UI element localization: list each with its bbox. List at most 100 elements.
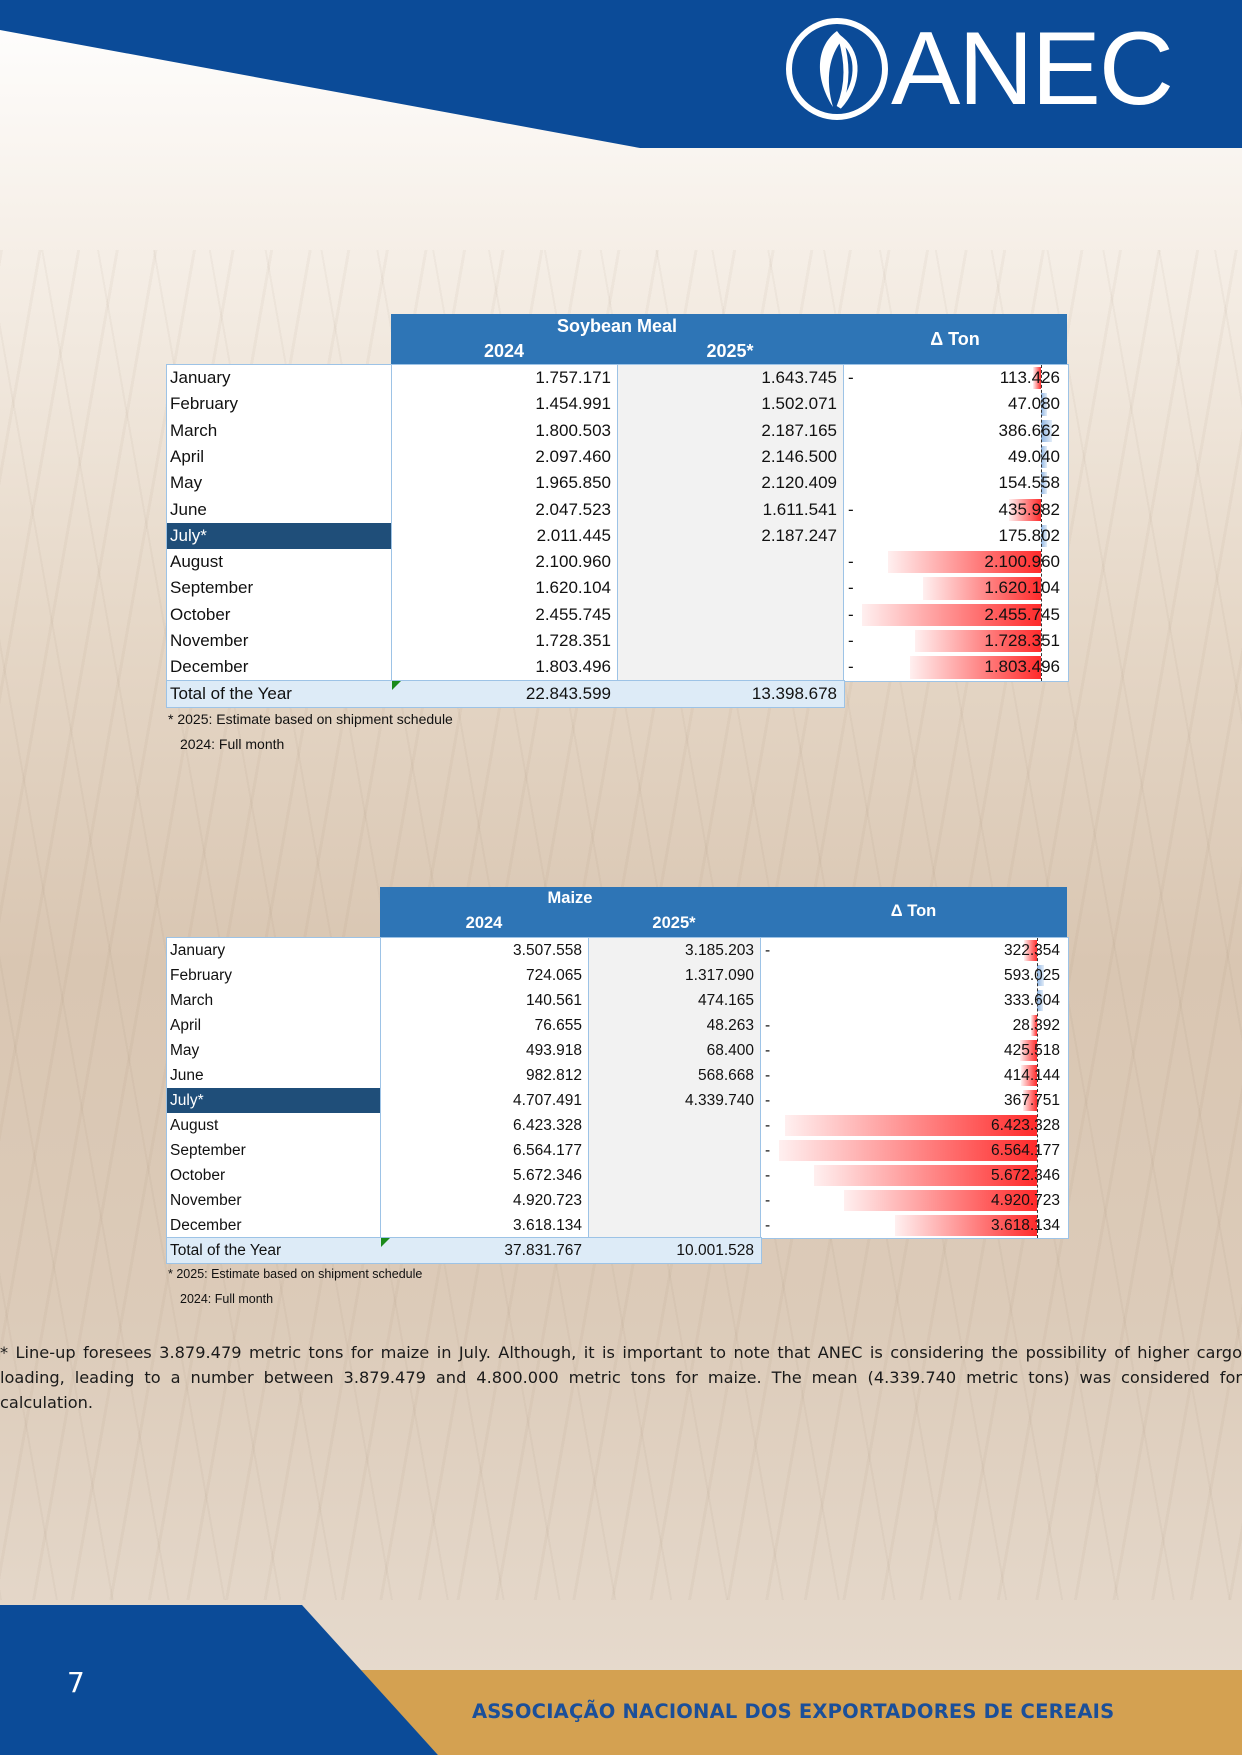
- delta-value: 414.144: [1003, 1067, 1060, 1084]
- delta-sign: -: [765, 1142, 771, 1159]
- delta-sign: -: [848, 578, 854, 598]
- delta-bar: [915, 630, 1041, 653]
- month-label: October: [170, 604, 231, 624]
- delta-row: - 28.392: [761, 1013, 1068, 1038]
- value-2024: 6.423.328: [513, 1117, 582, 1134]
- delta-row: - 2.455.745: [844, 602, 1068, 628]
- delta-bar: [1009, 498, 1041, 521]
- header-band: [0, 0, 1242, 148]
- maize-table: Maize 2024 2025* Δ Ton January February March A…: [166, 887, 1069, 1332]
- month-label: April: [170, 446, 205, 466]
- value-2025: 2.146.500: [761, 446, 837, 466]
- month-label: November: [170, 631, 249, 650]
- delta-value: 322.354: [1003, 942, 1060, 959]
- month-label: January: [170, 942, 226, 959]
- delta-row: 47.080: [844, 391, 1068, 417]
- delta-bar: [1031, 1015, 1037, 1036]
- total-label: Total of the Year: [170, 683, 292, 703]
- table-title: Soybean Meal: [556, 316, 678, 336]
- delta-row: - 322.354: [761, 938, 1068, 963]
- delta-bar: [1037, 990, 1043, 1011]
- month-label: October: [170, 1167, 226, 1184]
- delta-row: - 6.423.328: [761, 1113, 1068, 1138]
- value-2025: [589, 1188, 761, 1213]
- cell-comment-marker: [381, 1238, 390, 1247]
- delta-sign: -: [765, 1067, 771, 1084]
- month-label: March: [170, 992, 214, 1009]
- month-label: March: [170, 420, 218, 440]
- value-2024: 2.011.445: [536, 525, 611, 545]
- delta-value: 2.455.745: [984, 604, 1060, 624]
- month-label: June: [170, 499, 207, 519]
- delta-value: 593.025: [1003, 967, 1060, 984]
- delta-row: - 1.620.104: [844, 575, 1068, 601]
- delta-value: 28.392: [1012, 1017, 1060, 1034]
- value-2024: 1.800.503: [535, 420, 611, 440]
- value-2025: 68.400: [706, 1042, 754, 1059]
- delta-row: 333.604: [761, 988, 1068, 1013]
- delta-bar: [1041, 393, 1047, 416]
- delta-value: 6.423.328: [991, 1117, 1060, 1134]
- month-label: April: [170, 1017, 202, 1034]
- delta-row: 593.025: [761, 963, 1068, 988]
- delta-bar: [1037, 965, 1045, 986]
- delta-bar: [779, 1140, 1037, 1161]
- total-2024: 37.831.767: [504, 1242, 582, 1259]
- delta-bar: [1022, 1090, 1037, 1111]
- delta-value: 154.558: [998, 473, 1060, 493]
- value-2025: [589, 1138, 761, 1163]
- delta-sign: -: [765, 1217, 771, 1234]
- value-2025: [589, 1213, 761, 1238]
- month-label: December: [170, 1217, 242, 1234]
- delta-sign: -: [765, 1042, 771, 1059]
- value-2025: 1.317.090: [685, 967, 754, 984]
- delta-row: - 1.803.496: [844, 654, 1068, 680]
- value-2025: [589, 1163, 761, 1188]
- column-header-delta-ton: Δ Ton: [890, 902, 937, 921]
- total-row: Total of the Year 22.843.599 13.398.678: [166, 679, 845, 708]
- value-2024: 1.757.171: [535, 368, 611, 387]
- delta-value: 367.751: [1003, 1092, 1060, 1109]
- column-2025: 1.643.745 1.502.071 2.187.165 2.146.500 2.12…: [617, 364, 845, 682]
- delta-value: 425.518: [1003, 1042, 1060, 1059]
- delta-sign: -: [765, 942, 771, 959]
- value-2024: 3.618.134: [513, 1217, 582, 1234]
- month-label: September: [170, 578, 254, 598]
- value-2024: 2.100.960: [535, 552, 611, 572]
- footer-band: [0, 1605, 1242, 1755]
- delta-value: 1.728.351: [984, 631, 1060, 650]
- delta-value: 1.803.496: [984, 657, 1060, 677]
- value-2025: [618, 549, 844, 575]
- delta-sign: -: [848, 552, 854, 572]
- month-label: February: [170, 967, 233, 984]
- value-2024: 2.455.745: [535, 604, 611, 624]
- delta-row: 386.662: [844, 418, 1068, 444]
- value-2025: [618, 602, 844, 628]
- delta-value: 5.672.346: [991, 1167, 1060, 1184]
- table-note-full-month: 2024: Full month: [180, 735, 285, 752]
- month-label: January: [170, 368, 231, 387]
- column-2024: 1.757.171 1.454.991 1.800.503 2.097.460 1.96…: [391, 364, 619, 682]
- total-2025: 13.398.678: [751, 683, 837, 703]
- delta-bar: [784, 1115, 1037, 1136]
- delta-value: 6.564.177: [991, 1142, 1060, 1159]
- column-header-2024: 2024: [465, 914, 503, 932]
- delta-axis-line: [1041, 365, 1042, 681]
- value-2024: 2.097.460: [535, 446, 611, 466]
- delta-sign: -: [765, 1092, 771, 1109]
- month-label: August: [170, 1117, 219, 1134]
- value-2024: 2.047.523: [535, 499, 611, 519]
- delta-sign: -: [848, 499, 854, 519]
- month-label: May: [170, 473, 203, 493]
- value-2024: 1.803.496: [535, 657, 611, 677]
- delta-bar: [814, 1165, 1037, 1186]
- value-2024: 493.918: [525, 1042, 582, 1059]
- month-column: January February March April May June July* Aug…: [166, 364, 393, 682]
- month-label: June: [170, 1067, 204, 1084]
- value-2025: [618, 654, 844, 680]
- total-row: Total of the Year 37.831.767 10.001.528: [166, 1237, 762, 1264]
- delta-row: - 3.618.134: [761, 1213, 1068, 1238]
- delta-sign: -: [765, 1017, 771, 1034]
- value-2024: 4.707.491: [513, 1092, 582, 1109]
- value-2025: 4.339.740: [685, 1092, 754, 1109]
